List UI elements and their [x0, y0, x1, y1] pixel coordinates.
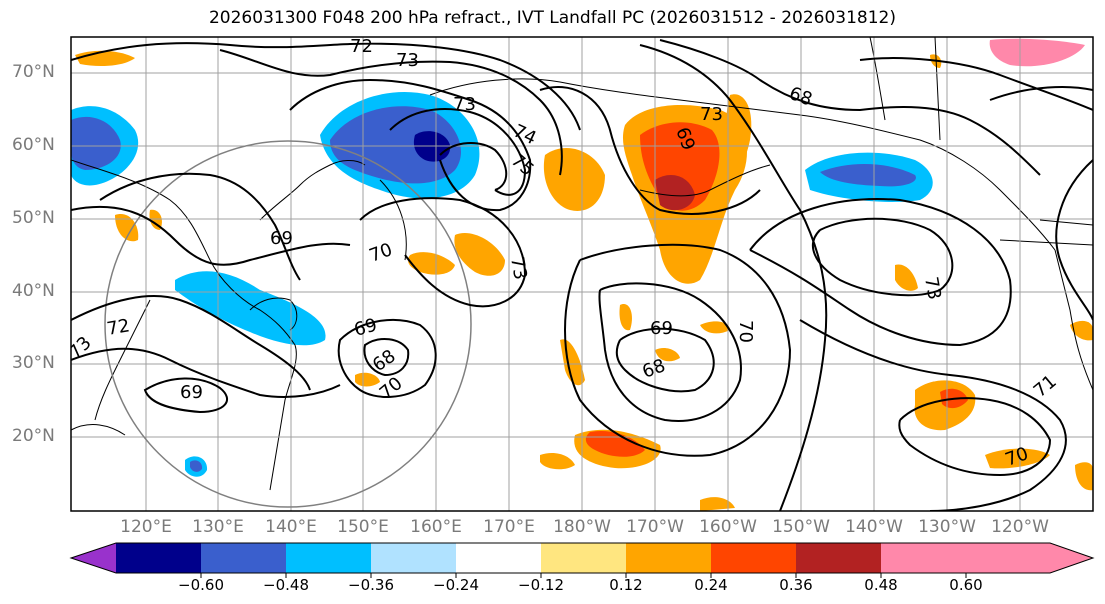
lon-label: 120°W [991, 517, 1049, 537]
lon-label: 160°W [699, 517, 757, 537]
lat-label-20n: 20°N [12, 426, 55, 446]
lat-label-70n: 70°N [12, 62, 55, 82]
contour-label: 69 [180, 382, 203, 403]
colorbar-tick-label: 0.48 [864, 576, 898, 594]
contour-label: 70 [735, 320, 756, 343]
contour-label: 73 [700, 104, 723, 125]
lon-label: 140°W [845, 517, 903, 537]
colorbar-extend-low [71, 543, 116, 573]
colorbar-tick-label: 0.36 [779, 576, 813, 594]
contour-label: 72 [105, 315, 131, 340]
contour-label: 69 [650, 318, 673, 339]
map-frame [70, 36, 1094, 512]
colorbar-tick-label: 0.12 [609, 576, 643, 594]
lon-label: 150°W [772, 517, 830, 537]
colorbar-segment [286, 543, 371, 573]
colorbar-segment [881, 543, 966, 573]
colorbar-tick-label: −0.24 [433, 576, 479, 594]
coastlines [71, 37, 1093, 491]
colorbar-tick-label: −0.48 [263, 576, 309, 594]
colorbar-segment [371, 543, 456, 573]
range-circle [104, 140, 472, 508]
lat-label-60n: 60°N [12, 135, 55, 155]
lon-label: 180°W [553, 517, 611, 537]
colorbar-tick-label: −0.60 [178, 576, 224, 594]
lon-label: 170°W [626, 517, 684, 537]
lon-label: 140°E [265, 517, 317, 537]
contour-label: 69 [270, 228, 293, 249]
map-area: 72 73 73 74 75 69 70 73 69 68 70 69 72 7… [71, 36, 1093, 511]
colorbar-segment [201, 543, 286, 573]
colorbar-tick-label: 0.60 [949, 576, 983, 594]
colorbar-segment [626, 543, 711, 573]
contour-label: 73 [453, 94, 476, 115]
colorbar-segment [541, 543, 626, 573]
lon-label: 160°E [410, 517, 462, 537]
positive-anomaly-shading [75, 38, 1093, 511]
colorbar-segment [116, 543, 201, 573]
contour-label: 73 [920, 275, 945, 301]
lon-label: 150°E [337, 517, 389, 537]
map-title: 2026031300 F048 200 hPa refract., IVT La… [208, 8, 896, 28]
lat-label-50n: 50°N [12, 208, 55, 228]
colorbar-segment [711, 543, 796, 573]
lon-label: 130°W [918, 517, 976, 537]
colorbar-tick-label: 0.24 [694, 576, 728, 594]
colorbar [69, 542, 1095, 578]
colorbar-tick-label: −0.12 [518, 576, 564, 594]
contour-label: 73 [506, 255, 531, 281]
contour-label: 72 [350, 36, 373, 57]
lon-label: 130°E [192, 517, 244, 537]
colorbar-tick-label: −0.36 [348, 576, 394, 594]
lon-label: 120°E [120, 517, 172, 537]
colorbar-segment [796, 543, 881, 573]
contour-label: 73 [396, 50, 419, 71]
refractivity-contours [71, 39, 1093, 511]
colorbar-segment [456, 543, 541, 573]
lon-label: 170°E [483, 517, 535, 537]
lat-label-30n: 30°N [12, 353, 55, 373]
lat-label-40n: 40°N [12, 281, 55, 301]
colorbar-extend-high [966, 543, 1093, 573]
colorbar-outline [69, 542, 1095, 574]
